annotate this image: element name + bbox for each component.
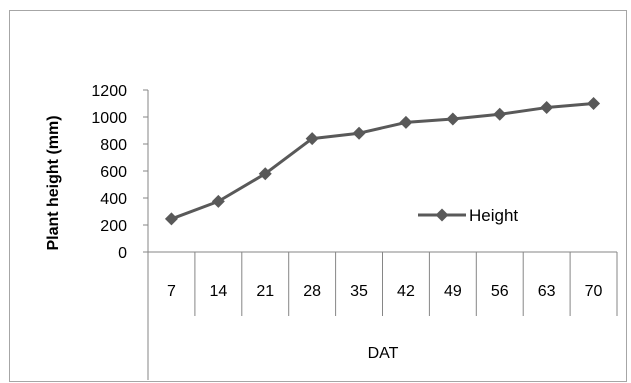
x-tick-label: 63 bbox=[538, 283, 556, 300]
legend: Height bbox=[418, 206, 518, 225]
chart-frame bbox=[9, 10, 627, 382]
y-tick-label: 1200 bbox=[91, 83, 127, 100]
legend-label: Height bbox=[469, 206, 518, 225]
y-tick-label: 0 bbox=[118, 245, 127, 262]
x-axis-title: DAT bbox=[368, 345, 399, 362]
y-axis-ticks: 0 200 400 600 800 1000 1200 bbox=[91, 83, 148, 262]
y-tick-label: 200 bbox=[100, 218, 127, 235]
series-group bbox=[164, 97, 601, 226]
y-tick-label: 1000 bbox=[91, 110, 127, 127]
data-point-marker bbox=[493, 107, 507, 121]
x-tick-label: 21 bbox=[256, 283, 274, 300]
data-point-marker bbox=[540, 101, 554, 115]
data-point-marker bbox=[399, 115, 413, 129]
data-point-marker bbox=[258, 167, 272, 181]
y-tick-label: 600 bbox=[100, 164, 127, 181]
x-tick-label: 49 bbox=[444, 283, 462, 300]
x-tick-label: 7 bbox=[167, 283, 176, 300]
x-tick-label: 56 bbox=[491, 283, 509, 300]
data-point-marker bbox=[446, 112, 460, 126]
axes bbox=[147, 90, 617, 380]
data-point-marker bbox=[305, 132, 319, 146]
legend-marker bbox=[435, 208, 449, 222]
y-tick-label: 800 bbox=[100, 137, 127, 154]
x-axis-ticks: 7 14 21 28 35 42 49 56 63 70 bbox=[167, 252, 618, 316]
y-axis-title: Plant height (mm) bbox=[45, 115, 62, 250]
x-tick-label: 14 bbox=[209, 283, 227, 300]
data-point-marker bbox=[587, 97, 601, 110]
data-point-marker bbox=[352, 126, 366, 140]
data-point-marker bbox=[164, 212, 178, 226]
data-point-marker bbox=[211, 194, 225, 208]
x-tick-label: 70 bbox=[585, 283, 603, 300]
x-tick-label: 42 bbox=[397, 283, 415, 300]
x-tick-label: 28 bbox=[303, 283, 321, 300]
x-tick-label: 35 bbox=[350, 283, 368, 300]
y-tick-label: 400 bbox=[100, 191, 127, 208]
series-line bbox=[170, 102, 594, 221]
